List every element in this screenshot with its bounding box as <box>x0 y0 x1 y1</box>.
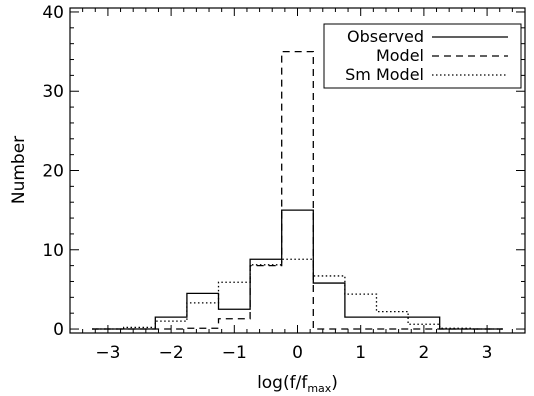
x-axis-label: log(f/fmax) <box>257 373 338 395</box>
x-tick-label: −2 <box>159 343 184 363</box>
legend-label-model: Model <box>376 46 424 65</box>
series-observed <box>92 209 503 330</box>
y-axis-label: Number <box>9 136 29 204</box>
x-tick-label: −3 <box>95 343 120 363</box>
x-tick-label: 3 <box>482 343 493 363</box>
y-tick-label: 10 <box>42 241 64 261</box>
x-tick-label: 2 <box>418 343 429 363</box>
series-sm-model <box>92 258 503 330</box>
legend-box <box>323 23 522 89</box>
y-tick-label: 40 <box>42 3 64 23</box>
series-model <box>92 50 503 330</box>
x-tick-label: −1 <box>222 343 247 363</box>
legend-label-observed: Observed <box>347 27 424 46</box>
y-tick-label: 30 <box>42 82 64 102</box>
legend-label-sm-model: Sm Model <box>345 65 424 84</box>
legend: Observed Model Sm Model <box>323 23 522 89</box>
y-tick-label: 20 <box>42 162 64 182</box>
x-tick-label: 1 <box>355 343 366 363</box>
y-tick-label: 0 <box>53 320 64 340</box>
y-axis: 0 10 20 30 40 <box>42 3 525 340</box>
series-layer <box>92 50 503 330</box>
x-tick-label: 0 <box>292 343 303 363</box>
